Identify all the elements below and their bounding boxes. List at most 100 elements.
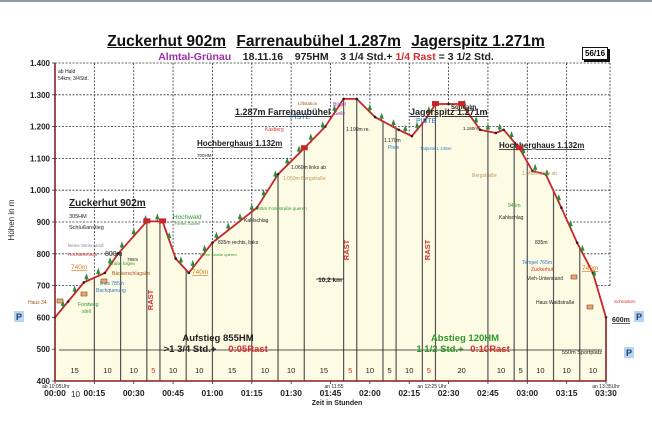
x-tick-label: 01:30 <box>280 388 302 398</box>
tree-trunk-icon <box>522 152 524 157</box>
tree-icon <box>166 231 172 238</box>
chart-label: Kahlschlag <box>499 215 524 221</box>
chart-label: Liftstation <box>298 101 318 106</box>
subtitle-date: 18.11.16 <box>242 51 284 63</box>
tour-number-badge: 56/16 <box>582 47 609 60</box>
summit-marker-icon <box>300 145 308 151</box>
segment-duration: 10 <box>536 366 544 375</box>
tree-icon <box>497 123 502 130</box>
tree-icon <box>391 118 396 125</box>
chart-label: 945m <box>508 203 521 209</box>
tree-icon <box>178 256 184 263</box>
x-tick-label: 02:00 <box>359 388 381 398</box>
chart-label: Tempel 765m <box>522 260 552 266</box>
chart-label: Kasberg <box>265 127 284 133</box>
first-segment: 10 <box>71 390 80 399</box>
chart-label: Kahlschlag <box>244 218 269 224</box>
tree-trunk-icon <box>475 121 477 126</box>
tree-trunk-icon <box>192 264 194 269</box>
tree-trunk-icon <box>274 175 276 180</box>
segment-duration: 10 <box>130 366 138 375</box>
tree-icon <box>473 116 479 123</box>
tree-icon <box>414 121 420 128</box>
tree-trunk-icon <box>333 109 335 114</box>
tree-icon <box>131 228 136 235</box>
tree-trunk-icon <box>322 126 324 131</box>
tree-icon <box>107 257 113 264</box>
chart-label: 945m Forststraße queren <box>256 206 307 211</box>
profile-point <box>355 97 359 101</box>
distance-label: 10,2 km <box>318 277 342 284</box>
parking-icon <box>634 311 644 322</box>
chart-label: Talpiste 1.145m <box>420 146 452 151</box>
x-tick-label: 02:30 <box>438 388 460 398</box>
profile-point <box>276 173 280 176</box>
chart-label: 0:10Rast <box>470 344 510 355</box>
chart-label: 740m <box>192 269 208 276</box>
chart-label: Zuckerhut <box>531 267 554 273</box>
tree-trunk-icon <box>227 227 229 232</box>
chart-label: 785m <box>127 257 139 262</box>
tree-trunk-icon <box>404 129 406 134</box>
chart-label: Hochbeerhaus <box>68 252 98 257</box>
tree-icon <box>249 203 254 210</box>
tree-icon <box>332 104 337 111</box>
profile-point <box>560 206 563 209</box>
tree-icon <box>426 106 432 113</box>
rast-label: RAST <box>423 239 432 260</box>
tree-icon <box>72 285 77 292</box>
x-tick-label: 00:00 <box>44 388 66 398</box>
chart-label: kleine Steinmandl <box>68 243 104 248</box>
chart-label: 800m <box>105 251 123 258</box>
tree-trunk-icon <box>534 168 536 173</box>
chart-label: links 785m <box>100 281 124 287</box>
chart-label: 800m Straße queren <box>200 252 237 257</box>
chart-label: 0:05Rast <box>228 344 268 355</box>
tree-icon <box>296 145 302 152</box>
tree-icon <box>521 147 526 154</box>
y-tick-label: 900 <box>37 218 51 227</box>
chart-label: Straße folgen <box>108 261 136 266</box>
x-tick-label: 01:00 <box>202 388 224 398</box>
segment-duration: 10 <box>261 366 269 375</box>
summit-marker-icon <box>458 101 466 107</box>
profile-point <box>478 128 482 132</box>
tree-icon <box>225 222 231 229</box>
x-tick-label: 00:45 <box>162 388 184 398</box>
segment-duration: 10 <box>405 366 413 375</box>
y-tick-label: 1.000 <box>30 186 51 195</box>
chart-label: Vieh-Unterstand <box>527 276 563 282</box>
y-tick-label: 1.400 <box>30 59 51 68</box>
subtitle-hm: 975HM <box>294 51 329 63</box>
chart-label: Sonnalm <box>451 105 476 111</box>
summit-marker-icon <box>515 145 523 151</box>
y-tick-label: 1.200 <box>30 123 51 132</box>
tree-trunk-icon <box>180 261 182 266</box>
tree-icon <box>568 220 573 227</box>
tree-trunk-icon <box>97 272 99 277</box>
y-tick-label: 800 <box>37 250 51 259</box>
tree-trunk-icon <box>546 174 548 179</box>
end-elevation: 600m <box>612 317 630 324</box>
segment-duration: 10 <box>366 366 374 375</box>
chart-label: ab 10:05Uhr <box>42 384 70 390</box>
tree-icon <box>190 259 195 266</box>
profile-point <box>66 300 70 303</box>
hut-icon <box>56 298 64 304</box>
segment-duration: 10 <box>169 366 177 375</box>
chart-label: 740m <box>582 265 598 272</box>
x-tick-label: 00:30 <box>123 388 145 398</box>
segment-duration: 5 <box>387 366 391 375</box>
chart-label: Seile <box>334 111 345 117</box>
tree-trunk-icon <box>204 249 206 254</box>
chart-label: 1.170m <box>384 138 401 144</box>
parking-label: P <box>16 312 22 322</box>
chart-label: Bügel <box>333 102 346 108</box>
tree-trunk-icon <box>416 126 418 131</box>
chart-label: 835m <box>535 240 548 246</box>
y-tick-label: 400 <box>37 377 51 386</box>
profile-point <box>116 252 120 256</box>
tree-icon <box>320 121 325 128</box>
parking-icon <box>14 311 24 322</box>
